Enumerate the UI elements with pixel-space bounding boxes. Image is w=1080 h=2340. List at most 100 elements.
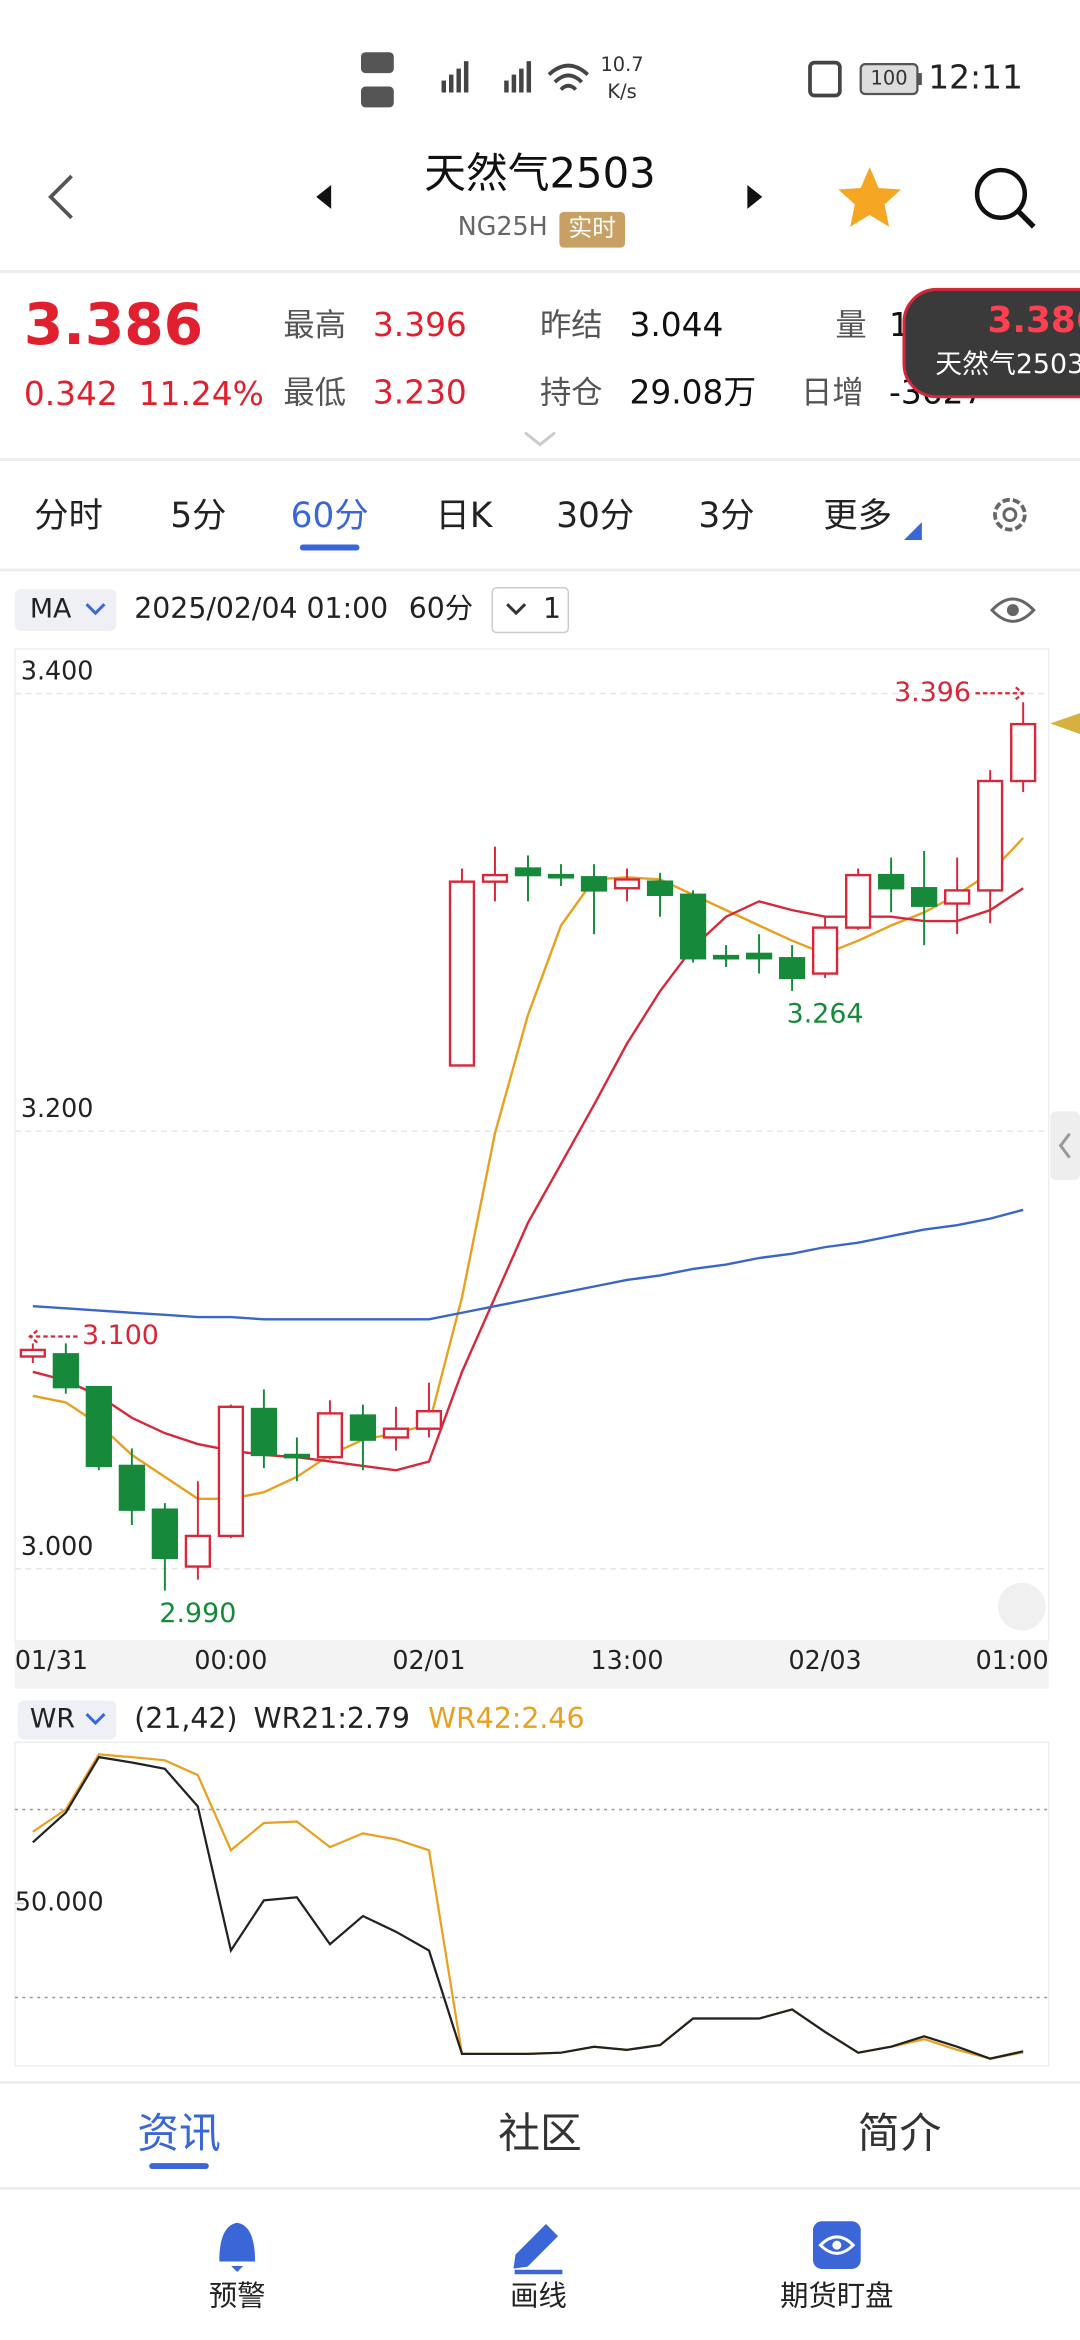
wr-line <box>32 1755 1024 2060</box>
price-change: 0.342 <box>24 375 118 413</box>
watch-pupil <box>832 2240 842 2250</box>
draw-icon[interactable] <box>513 2224 563 2275</box>
eye-pupil <box>1006 604 1019 617</box>
candle-body <box>613 878 641 890</box>
content-tab[interactable]: 社区 <box>498 2109 581 2158</box>
cursor-period: 60分 <box>409 592 473 625</box>
price-marker-arrow <box>28 1329 78 1344</box>
indicator-title: WR <box>30 1704 75 1735</box>
divider <box>0 2186 1080 2190</box>
x-tick-label: 01/31 <box>15 1645 88 1675</box>
fullscreen-button[interactable] <box>997 1582 1046 1631</box>
price-marker-label: 3.100 <box>82 1320 159 1351</box>
main-chart-frame <box>14 648 1050 1642</box>
select-chevron <box>85 603 106 616</box>
candle-body <box>712 954 740 960</box>
candle-body <box>811 926 839 975</box>
x-tick-label: 13:00 <box>591 1645 664 1675</box>
select-chevron <box>85 1712 106 1726</box>
candle-body <box>844 873 872 929</box>
candle-body <box>316 1412 344 1459</box>
divider <box>0 457 1080 461</box>
realtime-badge <box>559 211 626 248</box>
period-tab[interactable]: 60分 <box>291 496 369 536</box>
legend-entry: WR42:2.46 <box>428 1702 584 1735</box>
wr-select[interactable] <box>17 1700 117 1740</box>
period-tab[interactable]: 更多 <box>823 496 892 536</box>
battery-tip <box>917 73 922 86</box>
prev-value: 3.044 <box>630 306 724 344</box>
candle-body <box>580 876 608 892</box>
period-tab[interactable]: 5分 <box>170 496 226 536</box>
nav-label[interactable]: 画线 <box>510 2279 567 2312</box>
candle-body <box>151 1508 178 1559</box>
x-tick-label: 00:00 <box>194 1645 267 1675</box>
settings-center <box>1002 507 1018 523</box>
candle-body <box>911 887 938 907</box>
candle-body <box>283 1453 311 1459</box>
expand-chevron[interactable] <box>524 431 556 447</box>
alert-icon[interactable] <box>219 2222 256 2272</box>
candle-body <box>514 867 542 877</box>
content-tab[interactable]: 简介 <box>858 2109 941 2158</box>
candle-body <box>217 1405 245 1538</box>
high-value: 3.396 <box>373 306 467 344</box>
cursor-count: 1 <box>543 592 561 625</box>
wr-frame <box>14 1741 1050 2067</box>
eye-button[interactable] <box>989 597 1036 623</box>
period-tab[interactable]: 日K <box>436 496 494 536</box>
candle-body <box>646 880 674 896</box>
indicator-select[interactable] <box>14 589 117 632</box>
x-tick-label: 02/03 <box>789 1645 862 1675</box>
moving-average <box>32 837 1025 1500</box>
search-handle <box>1016 209 1036 229</box>
prev-label: 昨结 <box>540 308 603 344</box>
more-arrow <box>903 522 922 541</box>
prev-contract[interactable] <box>316 184 332 209</box>
low-value: 3.230 <box>373 373 467 411</box>
period-tab[interactable]: 分时 <box>34 496 103 536</box>
content-tab[interactable]: 资讯 <box>137 2109 220 2158</box>
candle-body <box>745 952 773 960</box>
contract-code: NG25H <box>458 211 548 241</box>
side-tab[interactable] <box>1050 1111 1080 1180</box>
candle-body <box>349 1414 377 1441</box>
candle-body <box>778 957 806 980</box>
network-speed: 10.7 <box>600 53 643 76</box>
candle-body <box>118 1464 145 1511</box>
candle-body <box>977 779 1004 892</box>
settings-button[interactable] <box>993 497 1027 532</box>
candle-body <box>184 1534 212 1568</box>
divider <box>0 2081 1080 2085</box>
oi-label: 持仓 <box>540 375 603 411</box>
nfc-icon <box>808 60 842 98</box>
next-contract[interactable] <box>747 184 763 209</box>
tab-underline <box>299 544 360 551</box>
moving-average <box>32 887 1024 1472</box>
favorite-star[interactable] <box>838 167 901 227</box>
candle-body <box>382 1427 410 1439</box>
x-tick-label: 01:00 <box>976 1645 1049 1675</box>
back-button[interactable] <box>48 174 73 220</box>
candle-body <box>944 889 971 905</box>
floating-price: 3.386 <box>988 300 1080 341</box>
realtime-label: 实时 <box>568 214 616 242</box>
nav-label[interactable]: 期货盯盘 <box>780 2279 893 2312</box>
period-tab[interactable]: 3分 <box>698 496 754 536</box>
search-button[interactable] <box>974 167 1028 221</box>
candle-body <box>85 1385 112 1468</box>
nav-label[interactable]: 预警 <box>209 2279 266 2312</box>
candle-body <box>52 1353 79 1389</box>
floating-quote[interactable] <box>902 287 1080 399</box>
period-tab[interactable]: 30分 <box>556 496 634 536</box>
side-tab-arrow <box>1058 1132 1071 1159</box>
candle-body <box>481 873 509 883</box>
candle-body <box>448 880 476 1067</box>
y-tick-label: 3.000 <box>21 1531 94 1561</box>
candle-body <box>415 1410 443 1430</box>
hd-icon <box>360 52 394 74</box>
low-label: 最低 <box>283 375 346 411</box>
count-select[interactable] <box>491 587 570 634</box>
